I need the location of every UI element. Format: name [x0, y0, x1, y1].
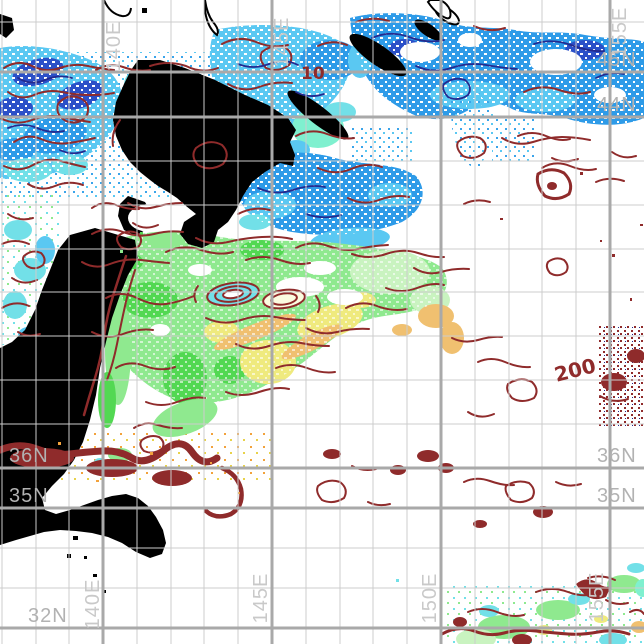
- lon-label-140e-bottom: 140E: [82, 578, 104, 630]
- lat-label-36n-right: 36N: [597, 445, 637, 467]
- warm-eddy-rings: [193, 281, 321, 313]
- lon-label-155e-top: 155E: [609, 6, 631, 58]
- lat-label-44n-right: 44N: [597, 94, 637, 116]
- lon-label-140e-top: 140E: [103, 20, 125, 72]
- lon-label-150e-bottom: 150E: [419, 572, 441, 624]
- kuril-islands: [287, 90, 349, 140]
- lon-label-145e-bottom: 145E: [250, 572, 272, 624]
- lat-label-35n-right: 35N: [597, 485, 637, 507]
- lon-label-145e-top: 145E: [271, 16, 293, 68]
- lat-label-45n-right: 45N: [597, 49, 637, 71]
- lat-label-35n-left: 35N: [9, 485, 49, 507]
- honshu-landmass: [0, 228, 166, 558]
- lat-label-36n-left: 36N: [9, 445, 49, 467]
- lat-label-32n-left: 32N: [28, 605, 68, 627]
- contour-label-10: 10: [301, 64, 325, 84]
- kuroshio-front-band: [0, 440, 244, 519]
- sakhalin-coast-outline: [103, 0, 132, 18]
- lon-label-155e-bottom: 155E: [586, 571, 608, 623]
